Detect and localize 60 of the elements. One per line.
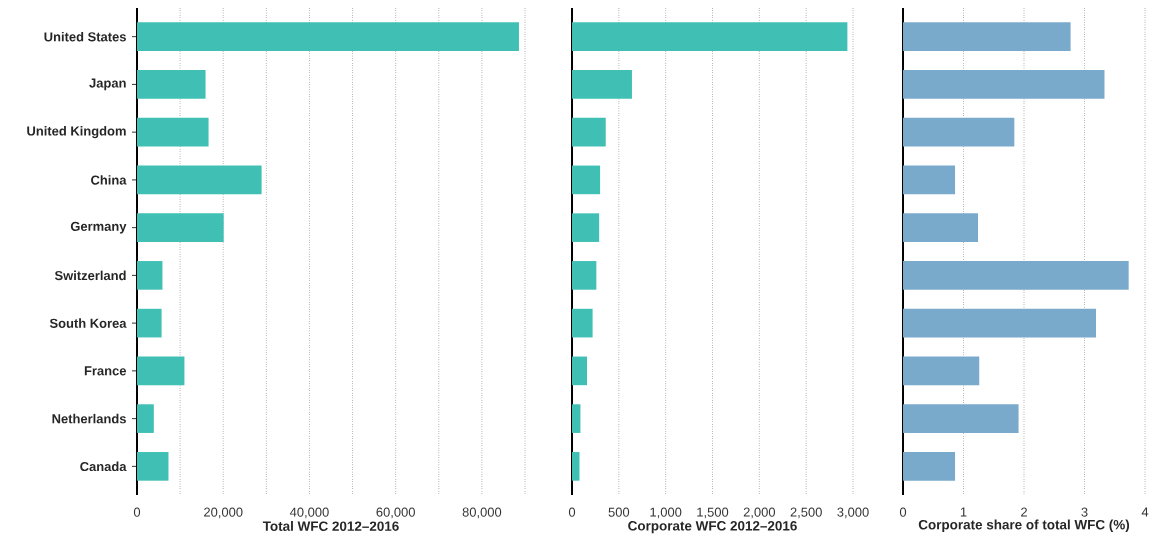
bar (137, 261, 163, 290)
x-axis-title: Corporate share of total WFC (%) (918, 519, 1130, 533)
bar (572, 308, 593, 338)
bar (572, 452, 580, 481)
y-tick-label: Switzerland (54, 270, 126, 281)
x-tick-label: 80,000 (462, 507, 502, 519)
bar (137, 165, 262, 195)
bar (137, 356, 185, 386)
x-axis-title: Total WFC 2012–2016 (262, 521, 399, 531)
x-tick-label: 2,500 (790, 507, 822, 519)
x-tick-label: 0 (568, 507, 576, 517)
bar (137, 404, 154, 433)
y-tick-label: Germany (70, 221, 127, 234)
y-tick-label: United Kingdom (27, 126, 126, 139)
x-tick-label: 500 (608, 507, 630, 517)
x-tick-label: 1 (960, 507, 967, 517)
bar (137, 117, 209, 147)
x-tick-label: 20,000 (204, 507, 243, 519)
y-tick-label: Netherlands (52, 413, 126, 424)
bar (903, 452, 956, 481)
bar (137, 22, 519, 51)
bar (572, 213, 600, 242)
y-tick-label: South Korea (49, 318, 127, 328)
bar (137, 308, 162, 338)
bar (572, 70, 632, 99)
bar (137, 70, 206, 99)
x-tick-label: 1,500 (697, 507, 729, 519)
bar (903, 117, 1015, 147)
bar (572, 404, 581, 433)
x-tick-label: 0 (899, 507, 907, 517)
x-tick-label: 3 (1081, 507, 1088, 517)
bar (903, 165, 956, 195)
y-tick-label: Japan (89, 78, 126, 91)
bar (903, 70, 1105, 99)
x-tick-label: 0 (133, 507, 141, 517)
x-tick-label: 2 (1021, 507, 1027, 517)
bar (903, 22, 1071, 51)
x-tick-label: 40,000 (289, 507, 329, 519)
bar (903, 308, 1096, 338)
bar (572, 117, 606, 147)
x-axis-title: Corporate WFC 2012–2016 (628, 521, 797, 534)
bar (903, 356, 980, 386)
x-tick-label: 60,000 (376, 507, 415, 519)
x-tick-label: 1,000 (650, 507, 682, 519)
bar (903, 213, 979, 242)
y-tick-label: Canada (80, 461, 127, 472)
x-tick-label: 3,000 (837, 507, 869, 519)
x-tick-label: 4 (1141, 507, 1149, 517)
bar (572, 261, 597, 290)
bar (572, 356, 587, 386)
bar (903, 404, 1019, 433)
bar (572, 22, 848, 51)
y-tick-label: United States (44, 31, 126, 42)
bar (137, 452, 169, 481)
y-tick-label: China (91, 175, 127, 185)
x-tick-label: 2,000 (743, 507, 776, 519)
bar (903, 261, 1129, 290)
y-tick-label: France (84, 366, 127, 376)
bar (137, 213, 224, 242)
bar (572, 165, 601, 195)
